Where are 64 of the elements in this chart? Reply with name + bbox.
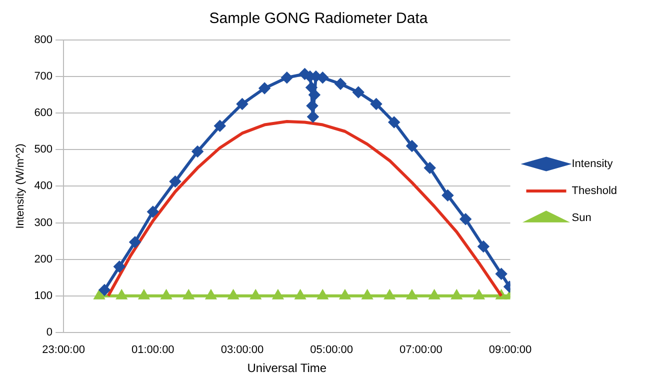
point [478, 241, 489, 252]
y-tick-label: 0 [46, 326, 53, 338]
point [250, 290, 261, 300]
point [429, 290, 440, 300]
y-tick-label: 600 [34, 107, 53, 120]
point [161, 290, 172, 300]
point [214, 120, 226, 132]
point [442, 190, 454, 201]
point [307, 111, 318, 122]
x-tick-label: 05:00:00 [310, 344, 353, 356]
point [318, 290, 328, 300]
point [273, 290, 283, 300]
point [147, 206, 158, 218]
point [384, 290, 395, 300]
legend-label: Theshold [572, 185, 618, 198]
point [388, 116, 400, 128]
y-tick-label: 200 [34, 253, 53, 266]
y-tick-label: 100 [34, 290, 53, 302]
x-tick-label: 23:00:00 [42, 344, 85, 356]
point [116, 290, 127, 300]
point [308, 89, 320, 100]
y-tick-label: 800 [34, 34, 53, 46]
point [452, 290, 462, 300]
legend-label: Sun [572, 212, 592, 224]
point [335, 78, 346, 90]
point [370, 98, 382, 110]
y-tick-label: 300 [34, 216, 53, 229]
point [295, 290, 306, 300]
point [236, 98, 248, 110]
x-tick-label: 09:00:00 [488, 344, 532, 356]
point [352, 86, 364, 98]
y-tick-label: 500 [34, 144, 53, 156]
point [406, 140, 418, 152]
chart-title: Sample GONG Radiometer Data [209, 10, 428, 28]
point [130, 236, 141, 248]
point [306, 100, 318, 112]
point [460, 214, 472, 225]
point [114, 261, 125, 272]
y-axis-title: Intensity (W/m^2) [14, 144, 27, 229]
y-tick-label: 700 [34, 70, 53, 83]
point [281, 72, 292, 84]
y-tick-label: 400 [34, 180, 53, 192]
point [306, 82, 317, 94]
point [259, 82, 270, 94]
point [317, 72, 328, 84]
x-tick-label: 07:00:00 [399, 344, 442, 356]
point [99, 284, 110, 296]
point [407, 290, 417, 300]
point [94, 290, 104, 300]
point [340, 290, 350, 300]
point [228, 290, 238, 300]
x-tick-label: 03:00:00 [220, 344, 264, 356]
point [474, 290, 484, 300]
x-axis-title: Universal Time [247, 361, 327, 376]
x-tick-label: 01:00:00 [131, 344, 174, 356]
point [496, 268, 507, 280]
point [170, 176, 181, 187]
point [206, 290, 216, 300]
point [138, 290, 149, 300]
point [192, 146, 204, 157]
legend-label: Intensity [572, 158, 614, 170]
point [424, 162, 436, 174]
point [362, 290, 372, 300]
point [184, 290, 194, 300]
